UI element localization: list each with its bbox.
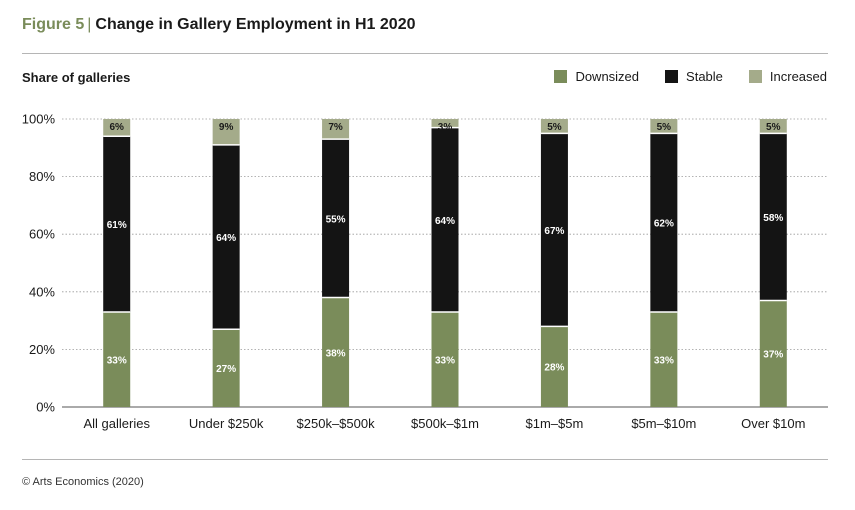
bar-segment-stable [650, 133, 678, 312]
legend-item-increased: Increased [748, 69, 827, 84]
y-tick-label: 0% [36, 400, 55, 415]
data-label: 3% [438, 122, 453, 133]
bar-segment-downsized [103, 311, 131, 407]
data-label: 6% [109, 122, 124, 133]
y-tick-label: 60% [29, 227, 55, 242]
figure-separator: | [87, 16, 92, 33]
bar-segment-downsized [431, 311, 459, 407]
bar-segment-stable [212, 144, 240, 330]
chart-legend: Downsized Stable Increased [554, 69, 827, 84]
x-tick-label: $5m–$10m [631, 416, 696, 431]
bar-segment-downsized [540, 326, 568, 407]
data-label: 38% [326, 348, 346, 359]
y-axis-title: Share of galleries [22, 70, 131, 85]
data-label: 33% [107, 355, 127, 366]
bar-segment-increased [650, 119, 678, 134]
x-tick-label: Over $10m [741, 416, 805, 431]
data-label: 64% [216, 233, 236, 244]
legend-label-increased: Increased [769, 69, 827, 84]
y-tick-label: 80% [29, 169, 55, 184]
bar-segment-downsized [650, 311, 678, 407]
x-tick-label: Under $250k [189, 416, 264, 431]
top-divider [22, 53, 828, 54]
legend-label-downsized: Downsized [575, 69, 640, 84]
stacked-bar-chart: 0% 20% 40% 60% 80% 100% 33% 61% 6% All galleries 2… [22, 112, 828, 431]
bar-segment-increased [431, 119, 459, 128]
data-label: 9% [219, 122, 234, 133]
y-tick-label: 20% [29, 342, 55, 357]
bar-segment-downsized [212, 329, 240, 407]
data-label: 5% [547, 122, 562, 133]
x-tick-label: $250k–$500k [297, 416, 376, 431]
data-label: 37% [763, 350, 783, 361]
bottom-divider [22, 459, 828, 460]
data-label: 64% [435, 216, 455, 227]
y-tick-label: 40% [29, 284, 55, 299]
bar-segment-stable [540, 133, 568, 327]
bar-segment-downsized [322, 297, 350, 407]
bar-segment-stable [431, 127, 459, 312]
legend-swatch-increased [748, 70, 762, 83]
data-label: 28% [544, 363, 564, 374]
data-label: 61% [107, 220, 127, 231]
data-label: 62% [654, 219, 674, 230]
bar-segment-increased [540, 119, 568, 134]
figure-number: Figure 5 [22, 16, 85, 33]
bar-segment-stable [103, 136, 131, 312]
legend-item-stable: Stable [665, 69, 723, 84]
bar-segment-increased [212, 119, 240, 145]
bar-segment-stable [759, 133, 787, 301]
x-tick-label: $1m–$5m [526, 416, 584, 431]
x-tick-label: All galleries [83, 416, 150, 431]
data-label: 58% [763, 213, 783, 224]
legend-swatch-downsized [554, 70, 568, 83]
source-credit: © Arts Economics (2020) [22, 476, 144, 488]
data-label: 67% [544, 226, 564, 237]
data-label: 55% [326, 214, 346, 225]
y-tick-label: 100% [22, 112, 56, 127]
bar-segment-downsized [759, 300, 787, 407]
data-label: 5% [657, 122, 672, 133]
legend-label-stable: Stable [686, 69, 723, 84]
bar-segment-increased [322, 119, 350, 140]
data-label: 5% [766, 122, 781, 133]
figure-title-text: Change in Gallery Employment in H1 2020 [95, 16, 416, 33]
figure-title: Figure 5 | Change in Gallery Employment in… [22, 16, 416, 34]
x-tick-label: $500k–$1m [411, 416, 479, 431]
data-label: 33% [654, 355, 674, 366]
data-label: 27% [216, 364, 236, 375]
legend-swatch-stable [665, 70, 679, 83]
data-label: 7% [328, 122, 343, 133]
legend-item-downsized: Downsized [554, 69, 639, 84]
bar-segment-increased [759, 119, 787, 134]
bar-segment-increased [103, 119, 131, 137]
data-label: 33% [435, 355, 455, 366]
bar-segment-stable [322, 139, 350, 298]
